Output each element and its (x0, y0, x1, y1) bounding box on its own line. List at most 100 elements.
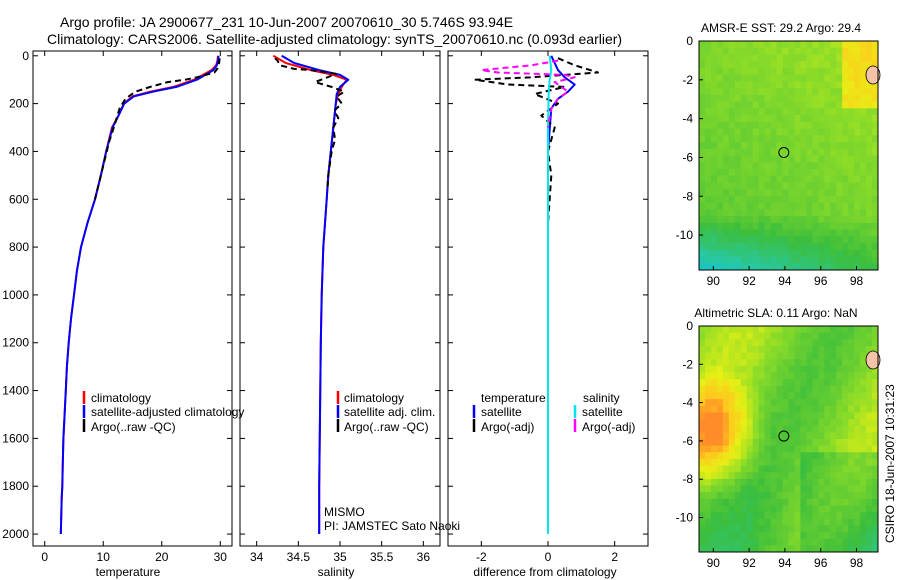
map-cell (740, 175, 748, 183)
map-cell (770, 399, 777, 407)
map-cell (800, 492, 807, 500)
map-cell (699, 81, 706, 89)
map-cell (842, 532, 849, 540)
map-cell (788, 419, 795, 427)
map-cell (752, 525, 760, 533)
map-cell (716, 439, 724, 447)
map-cell (699, 263, 706, 271)
map-cell (764, 439, 771, 447)
map-cell (699, 419, 706, 427)
map-cell (806, 54, 813, 62)
map-cell (734, 372, 742, 380)
map-cell (824, 485, 831, 493)
map-cell (716, 168, 724, 177)
map-cell (800, 115, 807, 123)
map-cell (818, 249, 825, 257)
map-cell (782, 392, 789, 400)
map-cell (836, 432, 843, 440)
map-cell (782, 512, 789, 520)
map-cell (752, 88, 760, 96)
map-cell (818, 202, 825, 210)
map-cell (866, 439, 873, 447)
map-cell (770, 345, 777, 353)
map-cell (830, 74, 837, 82)
map-cell (722, 505, 730, 513)
map-cell (734, 352, 742, 360)
map-cell (764, 67, 771, 76)
map-cell (776, 405, 783, 413)
map-cell (764, 538, 771, 546)
map-cell (836, 399, 843, 407)
map-cell (722, 412, 730, 420)
map-cell (752, 168, 760, 177)
map-cell (782, 538, 789, 546)
map-cell (830, 41, 837, 49)
map-cell (764, 47, 771, 55)
map-cell (740, 419, 748, 427)
map-cell (848, 405, 855, 413)
map-cell (758, 365, 766, 373)
map-cell (788, 405, 795, 413)
map-cell (734, 81, 742, 89)
map-cell (788, 249, 795, 257)
map-cell (758, 498, 766, 506)
map-cell (764, 365, 771, 373)
map-cell (710, 452, 718, 460)
map-cell (800, 505, 807, 513)
map-cell (794, 518, 801, 526)
map-cell (734, 545, 742, 553)
map-cell (806, 518, 813, 526)
map-cell (776, 518, 783, 526)
map-cell (758, 88, 766, 96)
x-tick-label: 36 (417, 550, 431, 564)
map-cell (812, 545, 819, 553)
map-cell (872, 115, 879, 123)
map-cell (806, 498, 813, 506)
map-cell (872, 512, 879, 520)
map-cell (830, 94, 837, 103)
map-cell (746, 222, 754, 230)
map-cell (872, 412, 879, 420)
map-cell (734, 472, 742, 480)
map-cell (854, 332, 861, 340)
map-cell (854, 505, 861, 513)
map-cell (710, 505, 718, 513)
map-cell (704, 545, 712, 553)
map-cell (734, 216, 742, 224)
map-cell (782, 209, 789, 217)
map-cell (734, 392, 742, 400)
map-cell (746, 41, 754, 49)
map-cell (836, 326, 843, 334)
map-cell (722, 175, 730, 183)
map-cell (872, 485, 879, 493)
map-cell (836, 452, 843, 460)
map-cell (824, 81, 831, 89)
map-cell (752, 61, 760, 69)
map-cell (794, 108, 801, 116)
map-cell (824, 148, 831, 156)
map-cell (770, 115, 777, 123)
map-cell (800, 236, 807, 244)
map-cell (866, 419, 873, 427)
map-cell (872, 222, 879, 230)
map-cell (818, 81, 825, 89)
map-y-tick-label: -6 (682, 150, 693, 164)
map-cell (746, 101, 754, 109)
map-cell (818, 155, 825, 163)
map-cell (704, 47, 712, 55)
map-cell (734, 121, 742, 129)
map-cell (722, 101, 730, 109)
map-cell (842, 332, 849, 340)
map-cell (872, 439, 879, 447)
map-cell (752, 326, 760, 334)
map-cell (800, 472, 807, 480)
map-cell (770, 445, 777, 453)
map-cell (734, 525, 742, 533)
map-cell (794, 419, 801, 427)
map-cell (830, 155, 837, 163)
map-cell (710, 182, 718, 190)
map-cell (830, 88, 837, 96)
map-cell (746, 525, 754, 533)
map-cell (788, 472, 795, 480)
map-cell (866, 189, 873, 197)
